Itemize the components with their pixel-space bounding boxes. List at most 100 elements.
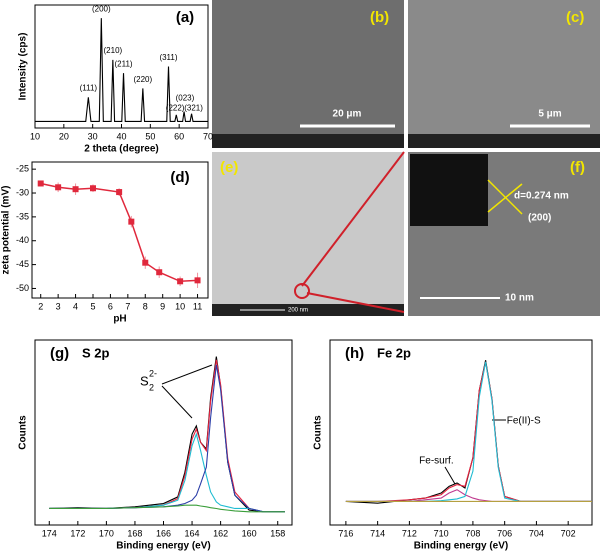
species-sub: 2 [149, 382, 154, 392]
fft-inset [410, 154, 488, 226]
plot-frame [34, 339, 293, 526]
x-tick-label: 712 [402, 528, 417, 538]
x-tick-label: 716 [338, 528, 353, 538]
x-tick-label: 172 [70, 528, 85, 538]
image-f: (f) d=0.274 nm (200) 10 nm [408, 152, 600, 316]
annotation: (321) [184, 103, 203, 112]
panel-title: Fe 2p [377, 345, 411, 360]
annotation: (220) [133, 75, 152, 84]
series-line [345, 360, 592, 504]
x-tick-label: 40 [116, 131, 126, 141]
annotation: Fe(II)-S [507, 415, 541, 426]
annotation: Fe-surf. [419, 456, 453, 467]
plane-label: (200) [528, 213, 551, 224]
data-point [55, 184, 62, 191]
y-tick-label: -40 [16, 235, 29, 245]
x-tick-label: 6 [108, 301, 113, 311]
y-tick-label: -25 [16, 164, 29, 174]
zoom-line [301, 151, 405, 287]
panel-label: (f) [570, 159, 585, 176]
x-axis-label: pH [113, 314, 126, 325]
y-axis-label: Counts [313, 415, 324, 450]
x-tick-label: 7 [125, 301, 130, 311]
series-line [40, 182, 198, 283]
arrow [444, 466, 456, 485]
x-tick-label: 8 [143, 301, 148, 311]
x-tick-label: 162 [213, 528, 228, 538]
plot-frame [329, 339, 593, 526]
data-point [89, 185, 96, 192]
x-tick-label: 9 [160, 301, 165, 311]
x-axis-label: Binding energy (eV) [414, 541, 508, 552]
panel-label: (d) [170, 169, 189, 186]
data-point [128, 218, 135, 225]
data-point [37, 180, 44, 187]
x-tick-label: 702 [561, 528, 576, 538]
panel-title: S 2p [82, 345, 110, 360]
info-strip [408, 134, 600, 148]
image-c: (c) 5 μm [408, 0, 600, 148]
annotation: (211) [114, 59, 132, 68]
series-line [49, 432, 285, 513]
data-point [72, 186, 79, 193]
x-tick-label: 168 [127, 528, 142, 538]
x-tick-label: 170 [99, 528, 114, 538]
data-point [116, 189, 123, 196]
zoom-circle [294, 283, 310, 299]
annotation: (200) [92, 5, 111, 14]
x-tick-label: 706 [497, 528, 512, 538]
x-tick-label: 60 [174, 131, 184, 141]
scale-text: 5 μm [538, 109, 561, 120]
x-tick-label: 3 [56, 301, 61, 311]
series-line [49, 356, 285, 513]
image-e: (e) 200 nm [212, 151, 405, 316]
scale-text: 20 μm [333, 109, 362, 120]
data-point [194, 277, 201, 284]
x-tick-label: 10 [30, 131, 40, 141]
panel-label: (a) [176, 9, 194, 26]
lattice-mark [487, 183, 523, 213]
scale-text: 10 nm [505, 293, 534, 304]
series-line [49, 504, 285, 513]
annotation: (210) [104, 46, 123, 55]
data-point [142, 259, 149, 266]
panel-label: (e) [220, 159, 238, 176]
image-b: (b) 20 μm [212, 0, 404, 148]
lattice-mark [487, 179, 523, 215]
series-line [49, 359, 285, 513]
x-tick-label: 710 [434, 528, 449, 538]
info-strip [212, 134, 404, 148]
y-tick-label: -35 [16, 211, 29, 221]
annotation: (023) [176, 93, 195, 102]
scale-text: 200 nm [288, 308, 308, 314]
x-tick-label: 164 [185, 528, 200, 538]
data-point [177, 278, 184, 285]
species-sup: 2- [149, 368, 157, 378]
x-tick-label: 174 [42, 528, 57, 538]
y-tick-label: -45 [16, 259, 29, 269]
zoom-line [306, 292, 405, 313]
x-tick-label: 704 [529, 528, 544, 538]
series-line [345, 361, 592, 503]
plot-frame [31, 161, 209, 299]
x-tick-label: 160 [242, 528, 257, 538]
spacing-label: d=0.274 nm [514, 191, 569, 202]
y-tick-label: -30 [16, 187, 29, 197]
x-tick-label: 2 [38, 301, 43, 311]
series-line [345, 361, 592, 503]
x-axis-label: 2 theta (degree) [84, 144, 158, 155]
x-tick-label: 11 [193, 301, 202, 311]
sem-image [212, 0, 404, 148]
x-tick-label: 30 [88, 131, 98, 141]
y-tick-label: -50 [16, 283, 29, 293]
x-tick-label: 714 [370, 528, 385, 538]
arrow [161, 364, 213, 385]
x-tick-label: 166 [156, 528, 171, 538]
y-axis-label: zeta potential (mV) [1, 186, 12, 275]
x-tick-label: 5 [90, 301, 95, 311]
x-tick-label: 4 [73, 301, 78, 311]
y-axis-label: Intensity (cps) [18, 33, 29, 101]
species-annotation: S 2 2- [140, 364, 506, 485]
species-base: S [140, 373, 149, 388]
